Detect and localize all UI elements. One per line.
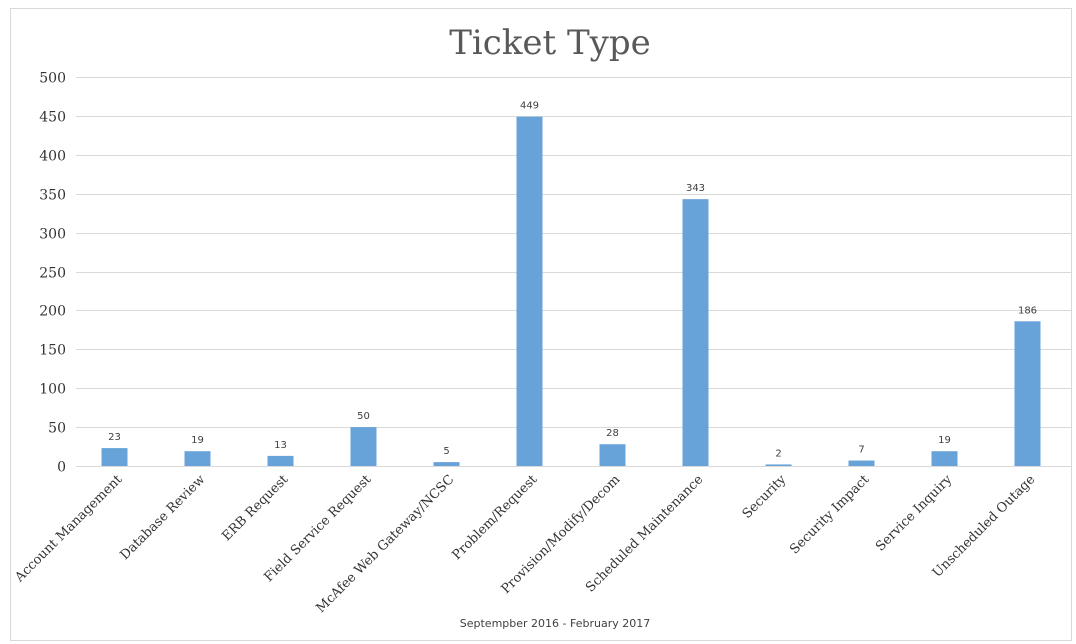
bar (931, 451, 958, 466)
x-tick-label: Service Inquiry (873, 472, 956, 555)
x-axis-label: Septempber 2016 - February 2017 (460, 617, 650, 630)
x-tick-label: Account Management (12, 472, 126, 586)
data-label: 19 (938, 435, 951, 446)
y-tick-label: 400 (39, 149, 66, 165)
data-label: 449 (520, 101, 539, 112)
gridlines (76, 77, 1072, 467)
y-tick-label: 300 (39, 227, 66, 243)
y-tick-label: 100 (39, 382, 66, 398)
bars (101, 116, 1041, 466)
y-tick-label: 200 (39, 304, 66, 320)
data-label: 23 (108, 432, 121, 443)
x-tick-label: McAfee Web Gateway/NCSC (314, 472, 458, 616)
y-axis-ticks: 0 50 100 150 200 250 300 350 400 450 500 (39, 71, 66, 476)
x-tick-label: Problem/Request (450, 472, 541, 563)
data-label: 343 (686, 183, 705, 194)
y-tick-label: 50 (48, 421, 66, 437)
x-tick-label: Security Impact (787, 472, 873, 558)
data-label: 5 (443, 446, 449, 457)
x-tick-label: ERB Request (219, 472, 291, 544)
y-tick-label: 450 (39, 110, 66, 126)
y-tick-label: 500 (39, 71, 66, 87)
data-label: 13 (274, 440, 287, 451)
bar (599, 444, 626, 466)
y-tick-label: 350 (39, 188, 66, 204)
y-tick-label: 0 (57, 460, 66, 476)
y-tick-label: 250 (39, 266, 66, 282)
data-label: 2 (775, 448, 781, 459)
bar (765, 464, 792, 466)
data-label: 28 (606, 428, 619, 439)
bar (433, 462, 460, 466)
data-label: 19 (191, 435, 204, 446)
bar (101, 448, 128, 466)
bar (184, 451, 211, 466)
bar (1014, 321, 1041, 466)
chart-title: Ticket Type (449, 23, 651, 63)
x-tick-label: Security (740, 472, 790, 522)
bar (682, 199, 709, 466)
y-tick-label: 150 (39, 343, 66, 359)
data-label: 186 (1018, 305, 1037, 316)
x-tick-label: Database Review (117, 472, 208, 563)
data-label: 7 (858, 445, 864, 456)
bar (267, 455, 294, 466)
data-label: 50 (357, 411, 370, 422)
bar (848, 460, 875, 466)
bar (350, 427, 377, 466)
bar (516, 116, 543, 466)
data-labels: 23 19 13 50 5 449 28 343 2 7 19 186 (108, 101, 1037, 460)
